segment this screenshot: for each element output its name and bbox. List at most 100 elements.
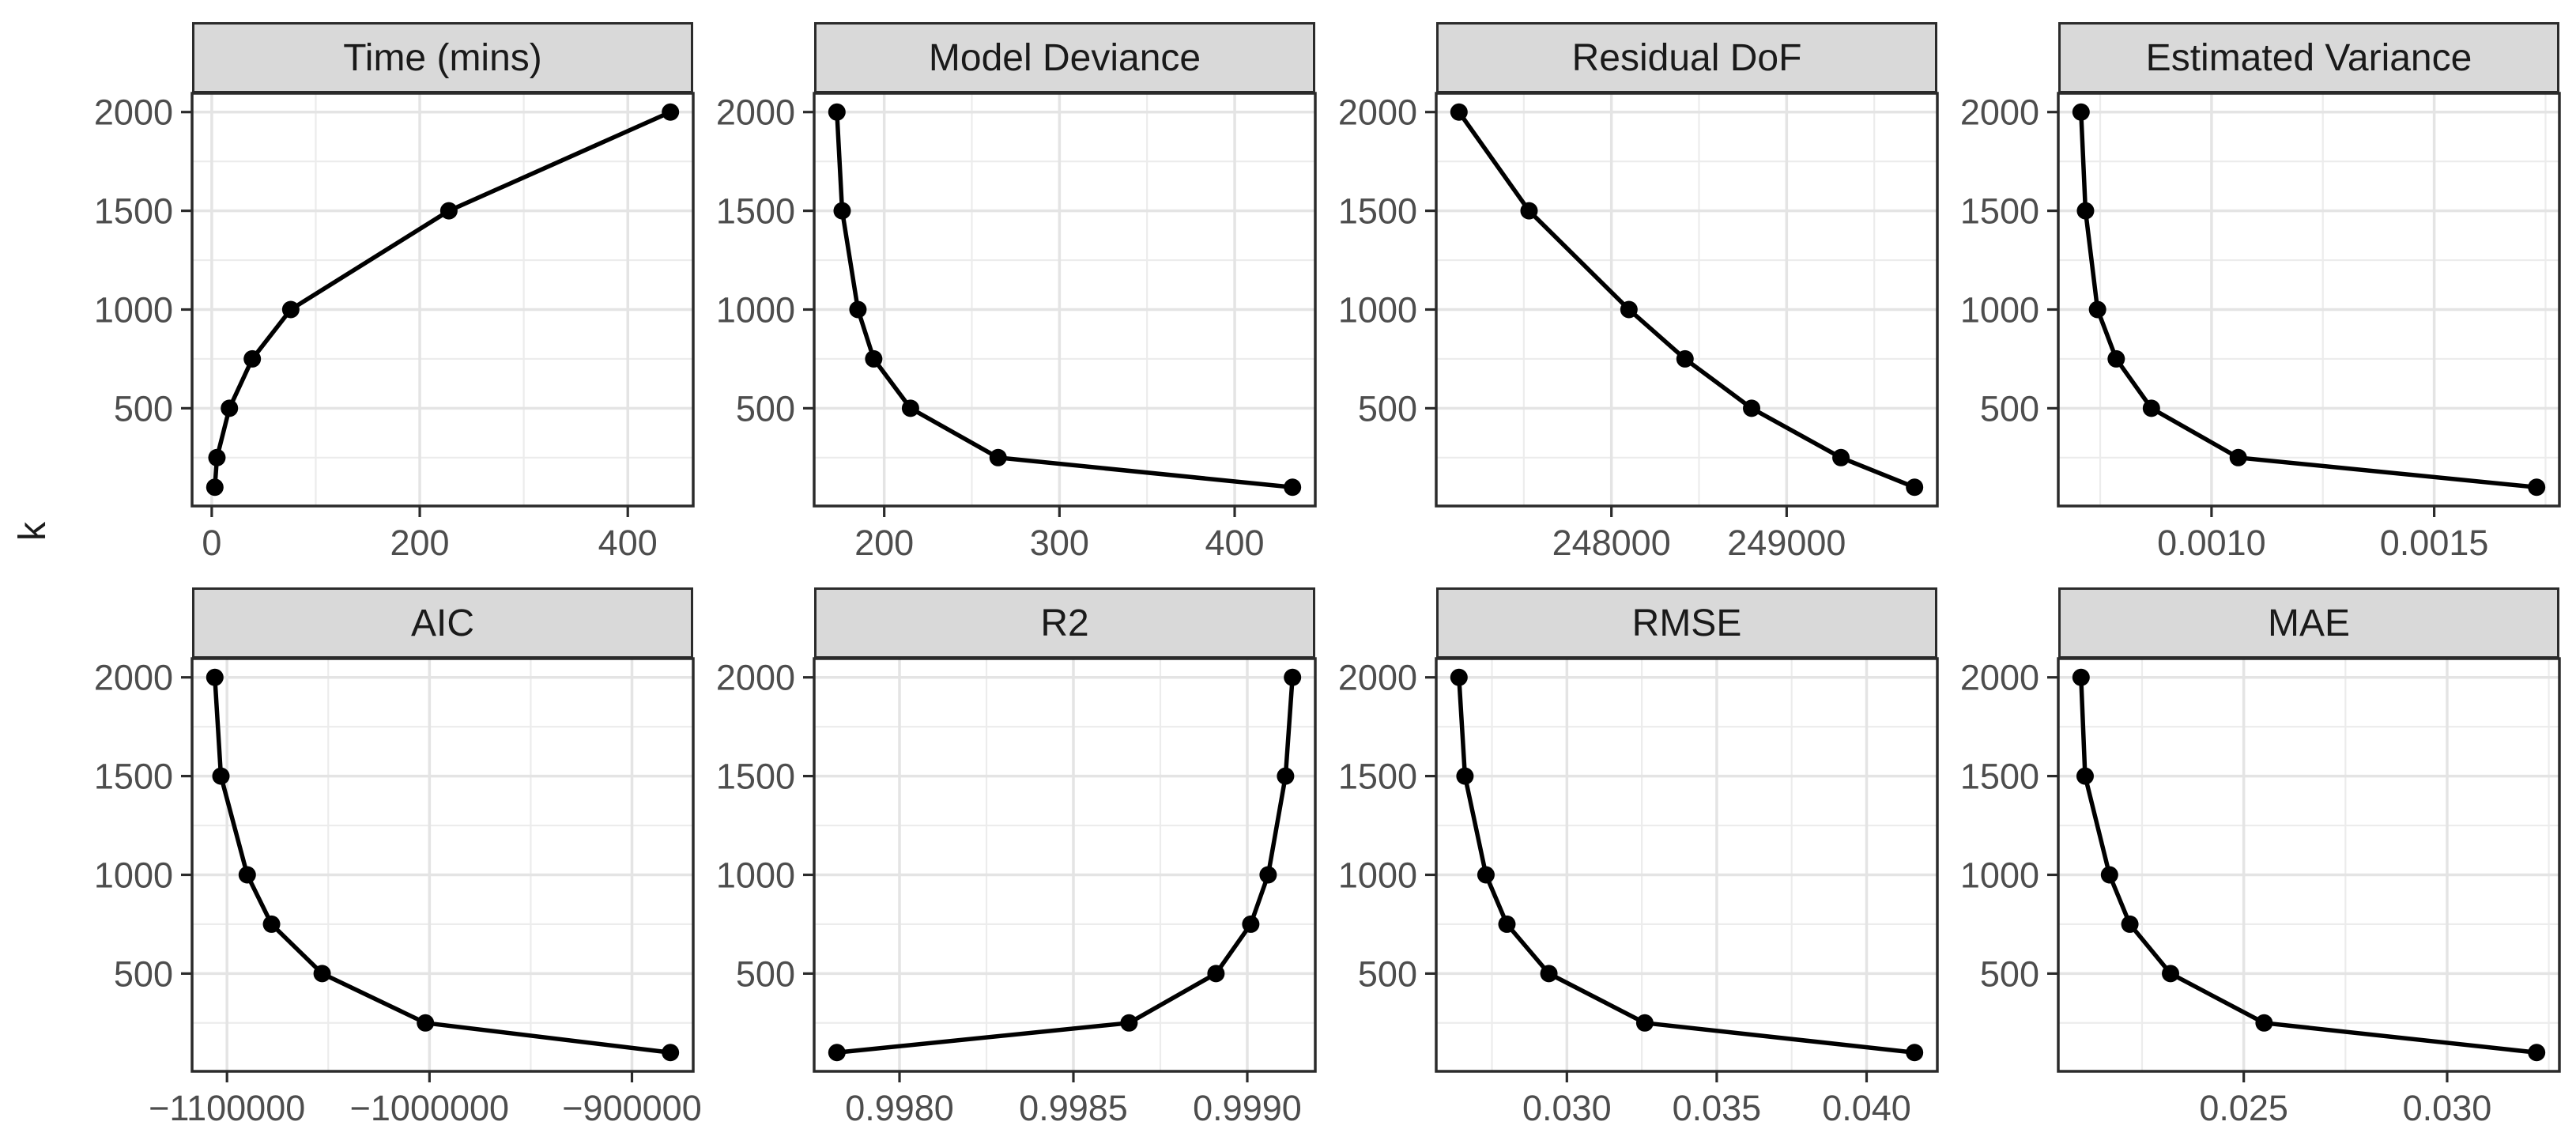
data-point xyxy=(243,349,262,368)
facet-strip: Residual DoF xyxy=(1436,22,1937,93)
data-point xyxy=(1207,965,1225,983)
data-point xyxy=(212,767,230,785)
y-tick-label: 1000 xyxy=(94,289,173,330)
y-tick-label: 2000 xyxy=(1960,93,2039,133)
data-point xyxy=(221,399,239,417)
x-tick-label: −1000000 xyxy=(350,1088,509,1128)
facet-strip: Time (mins) xyxy=(192,22,693,93)
data-point xyxy=(1832,448,1850,466)
data-point xyxy=(2162,965,2180,983)
panel-plot-svg: 0.025 0.030 500 1000 1500 2000 xyxy=(1960,657,2561,1128)
data-point xyxy=(2255,1014,2273,1032)
panel-border xyxy=(190,657,695,1073)
x-tick-label: 248000 xyxy=(1552,523,1671,563)
y-tick-label: 2000 xyxy=(1338,658,1417,698)
y-tick-label: 500 xyxy=(114,388,173,429)
data-point xyxy=(833,202,851,220)
data-point xyxy=(1676,349,1694,368)
plot-area: 248000 249000 500 1000 1500 2000 xyxy=(1338,92,1939,563)
plot-area: 0.9980 0.9985 0.9990 500 1000 1500 2000 xyxy=(716,657,1317,1128)
data-point xyxy=(417,1014,435,1032)
panel-border xyxy=(190,92,695,508)
x-tick-label: 0.0015 xyxy=(2380,523,2489,563)
data-point xyxy=(828,103,846,121)
data-point xyxy=(1743,399,1761,417)
y-tick-label: 2000 xyxy=(1338,93,1417,133)
y-tick-label: 1000 xyxy=(1960,855,2039,895)
panel-border xyxy=(1435,657,1939,1073)
data-point xyxy=(2100,866,2118,884)
data-point xyxy=(281,300,300,319)
panel-plot-svg: 0.030 0.035 0.040 500 1000 1500 2000 xyxy=(1338,657,1939,1128)
data-point xyxy=(1620,300,1638,319)
y-tick-label: 1000 xyxy=(1960,289,2039,330)
data-point xyxy=(2229,448,2247,466)
facet-strip: RMSE xyxy=(1436,587,1937,659)
data-point xyxy=(849,300,867,319)
panel-border xyxy=(813,92,1317,508)
data-point xyxy=(2076,767,2094,785)
y-tick-label: 2000 xyxy=(94,93,173,133)
data-point xyxy=(1242,915,1260,933)
facet-title: Estimated Variance xyxy=(2145,36,2472,79)
y-tick-label: 2000 xyxy=(716,93,795,133)
panel-background xyxy=(814,659,1315,1071)
x-tick-label: 400 xyxy=(598,523,658,563)
facet-strip: MAE xyxy=(2058,587,2559,659)
panel-plot-svg: 0 200 400 500 1000 1500 2000 xyxy=(94,92,695,563)
facet-model-deviance: Model Deviance 200 300 400 500 1000 1500 2000 xyxy=(716,22,1317,587)
data-point xyxy=(2142,399,2160,417)
data-point xyxy=(1120,1014,1138,1032)
panel-background xyxy=(814,93,1315,506)
facet-time-mins: Time (mins) 0 200 400 500 1000 1500 2000 xyxy=(94,22,695,587)
y-tick-label: 1500 xyxy=(1960,191,2039,232)
facet-strip: Model Deviance xyxy=(814,22,1315,93)
data-point xyxy=(901,399,919,417)
y-tick-label: 500 xyxy=(1358,388,1417,429)
plot-area: 0.0010 0.0015 500 1000 1500 2000 xyxy=(1960,92,2561,563)
facet-title: MAE xyxy=(2267,602,2350,644)
facet-rmse: RMSE 0.030 0.035 0.040 500 1000 1500 2000 xyxy=(1338,587,1939,1148)
y-tick-label: 2000 xyxy=(716,658,795,698)
y-tick-label: 1000 xyxy=(716,289,795,330)
plot-area: 0.025 0.030 500 1000 1500 2000 xyxy=(1960,657,2561,1128)
y-tick-label: 1000 xyxy=(1338,855,1417,895)
x-tick-label: 400 xyxy=(1205,523,1264,563)
data-point xyxy=(2528,478,2546,497)
data-point xyxy=(2072,668,2090,686)
facet-strip: Estimated Variance xyxy=(2058,22,2559,93)
data-point xyxy=(2528,1044,2546,1062)
panel-plot-svg: 0.0010 0.0015 500 1000 1500 2000 xyxy=(1960,92,2561,563)
facet-mae: MAE 0.025 0.030 500 1000 1500 2000 xyxy=(1960,587,2561,1148)
x-tick-label: 249000 xyxy=(1727,523,1846,563)
panel-border xyxy=(2057,657,2561,1073)
y-tick-label: 1500 xyxy=(716,191,795,232)
data-point xyxy=(662,1044,680,1062)
plot-area: 0.030 0.035 0.040 500 1000 1500 2000 xyxy=(1338,657,1939,1128)
x-tick-label: 0.9985 xyxy=(1019,1088,1128,1128)
y-tick-label: 1500 xyxy=(716,757,795,797)
data-point xyxy=(2076,202,2095,220)
data-point xyxy=(1540,965,1558,983)
facet-estimated-variance: Estimated Variance 0.0010 0.0015 500 1000 15… xyxy=(1960,22,2561,587)
y-tick-label: 500 xyxy=(736,954,795,994)
panel-background xyxy=(2058,93,2559,506)
data-point xyxy=(1906,1044,1924,1062)
y-tick-label: 500 xyxy=(1980,954,2039,994)
y-tick-label: 1500 xyxy=(1338,757,1417,797)
y-tick-label: 1500 xyxy=(1960,757,2039,797)
data-point xyxy=(238,866,256,884)
data-point xyxy=(828,1044,846,1062)
data-point xyxy=(1259,866,1277,884)
y-tick-label: 1500 xyxy=(94,757,173,797)
data-point xyxy=(206,478,224,497)
data-point xyxy=(439,202,458,220)
y-tick-label: 2000 xyxy=(1960,658,2039,698)
data-point xyxy=(1450,103,1468,121)
x-tick-label: −1100000 xyxy=(149,1088,305,1128)
x-tick-label: 300 xyxy=(1030,523,1089,563)
panel-border xyxy=(2057,92,2561,508)
data-point xyxy=(1456,767,1474,785)
x-tick-label: 0.9980 xyxy=(845,1088,954,1128)
